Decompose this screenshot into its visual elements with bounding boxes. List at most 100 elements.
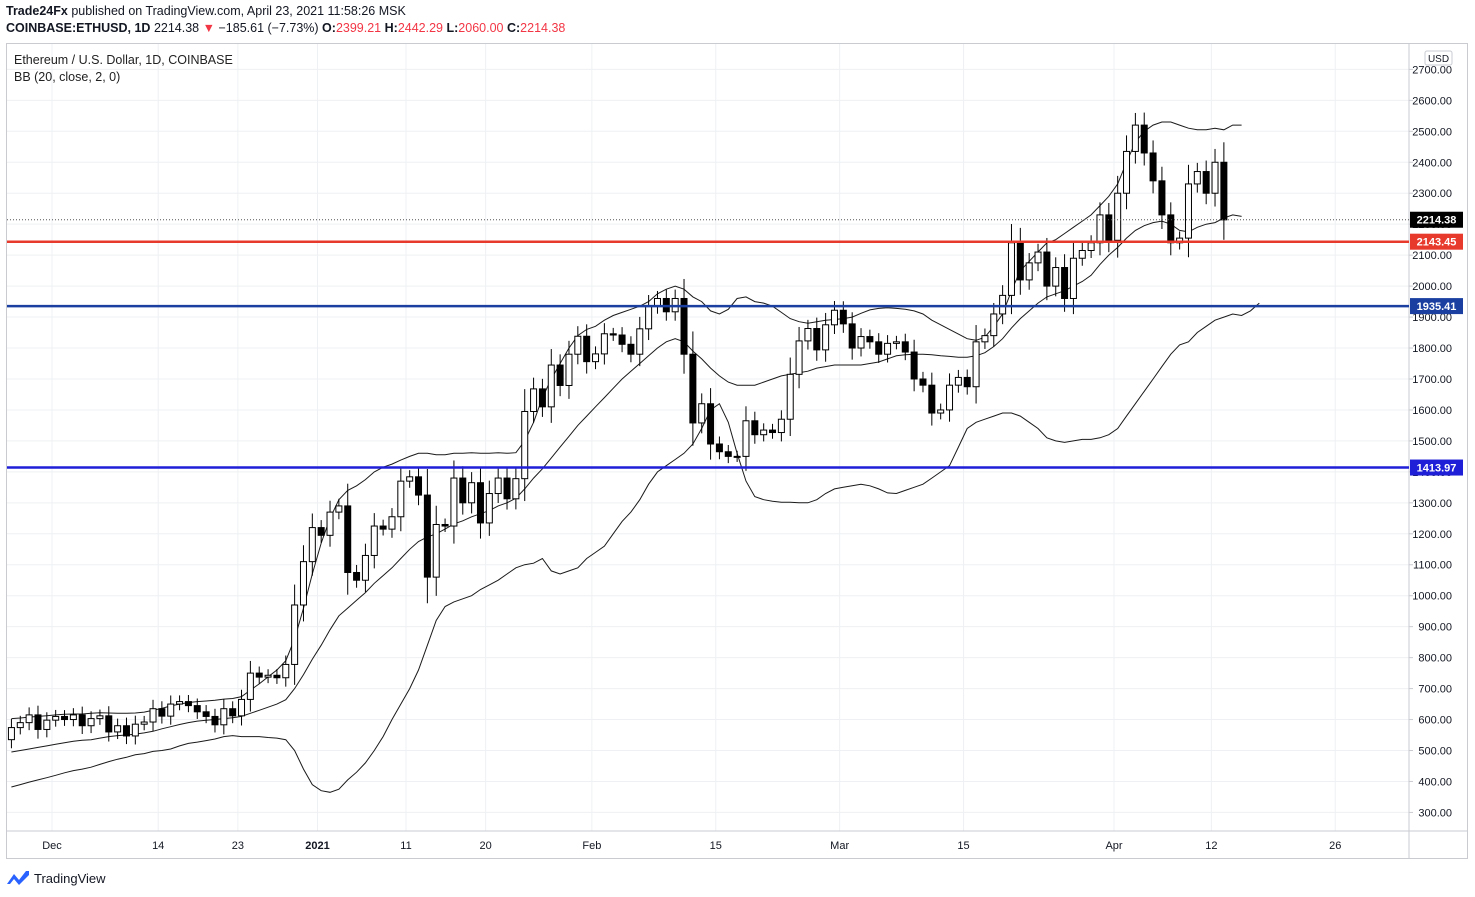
candle-body — [972, 341, 980, 388]
candle-body — [96, 715, 104, 720]
candle-body — [547, 364, 555, 408]
candle-body — [530, 388, 538, 412]
price-change: −185.61 (−7.73%) — [218, 21, 319, 35]
currency-badge[interactable] — [1424, 50, 1453, 66]
ohlc-bar: COINBASE:ETHUSD, 1D 2214.38 ▼ −185.61 (−… — [6, 21, 565, 35]
candle-body — [176, 701, 184, 705]
candle-body — [397, 480, 405, 518]
candle-body — [122, 725, 130, 737]
y-tick-label: 1000.00 — [1412, 591, 1452, 603]
support-line-blue-label: 1935.41 — [1417, 301, 1457, 313]
candle-body — [1078, 249, 1086, 259]
candle-body — [1211, 161, 1219, 194]
candle-body — [954, 376, 962, 386]
low-label: L: — [446, 21, 459, 35]
candle-body — [769, 429, 777, 434]
candle-body — [795, 340, 803, 375]
candle-body — [777, 418, 785, 434]
candle-body — [521, 410, 529, 480]
candle-body — [255, 672, 263, 678]
candle-body — [273, 674, 281, 679]
y-tick-label: 800.00 — [1418, 653, 1452, 665]
y-tick-label: 2000.00 — [1412, 281, 1452, 293]
candle-body — [282, 663, 290, 679]
candle-body — [1193, 171, 1201, 185]
candle-body — [149, 708, 157, 723]
candle-body — [193, 705, 201, 713]
candle-body — [1140, 124, 1148, 154]
candle-body — [645, 305, 653, 330]
candle-body — [238, 698, 246, 717]
currency-label: USD — [1428, 54, 1449, 65]
last-price: 2214.38 — [153, 21, 200, 35]
candle-body — [291, 604, 299, 665]
candle-body — [1043, 251, 1051, 287]
support-line-blue-low-label: 1413.97 — [1417, 463, 1457, 475]
candle-body — [1096, 214, 1104, 244]
x-tick-label: 15 — [957, 840, 969, 852]
y-tick-label: 500.00 — [1418, 746, 1452, 758]
open-value: 2399.21 — [335, 21, 382, 35]
candle-body — [140, 721, 148, 725]
candle-body — [583, 335, 591, 363]
high-value: 2442.29 — [397, 21, 443, 35]
footer-brand[interactable]: TradingView — [6, 869, 106, 887]
candle-body — [450, 477, 458, 527]
y-tick-label: 1800.00 — [1412, 343, 1452, 355]
candle-body — [724, 451, 732, 457]
candle-body — [892, 341, 900, 344]
candle-body — [1158, 180, 1166, 216]
close-label: C: — [506, 21, 521, 35]
candle-body — [556, 364, 564, 386]
close-value: 2214.38 — [520, 21, 566, 35]
tradingview-logo-icon — [7, 871, 29, 885]
candle-body — [592, 353, 600, 363]
candle-body — [698, 403, 706, 424]
candle-body — [609, 333, 617, 336]
candle-body — [999, 294, 1007, 315]
bb-line-basis — [11, 214, 1242, 753]
candle-body — [246, 672, 254, 700]
candle-body — [1220, 161, 1228, 221]
candle-body — [538, 388, 546, 408]
candle-body — [220, 708, 228, 726]
candle-body — [839, 309, 847, 325]
y-tick-label: 2400.00 — [1412, 157, 1452, 169]
candle-body — [503, 477, 511, 500]
candle-body — [1114, 192, 1122, 241]
candle-body — [114, 725, 122, 733]
candle-body — [1034, 251, 1042, 264]
candle-body — [52, 715, 60, 721]
y-tick-label: 300.00 — [1418, 807, 1452, 819]
candle-body — [512, 478, 520, 500]
candle-body — [370, 525, 378, 556]
bb-line-upper — [11, 121, 1242, 720]
candle-body — [1167, 214, 1175, 244]
candle-body — [353, 571, 361, 581]
open-label: O: — [322, 21, 336, 35]
candle-body — [1105, 214, 1113, 241]
candle-body — [1149, 152, 1157, 182]
x-tick-label: 23 — [232, 840, 244, 852]
candle-body — [919, 378, 927, 386]
support-line-blue-low-badge — [1410, 459, 1463, 476]
symbol-label: COINBASE:ETHUSD, 1D — [6, 21, 151, 35]
candle-body — [379, 525, 387, 530]
candle-body — [565, 353, 573, 386]
candle-body — [78, 714, 86, 727]
y-tick-label: 900.00 — [1418, 622, 1452, 634]
candle-body — [61, 715, 69, 721]
brand-label: TradingView — [34, 870, 106, 886]
candle-body — [184, 701, 192, 707]
candle-body — [335, 505, 343, 513]
candle-body — [733, 455, 741, 458]
legend-indicator: BB (20, close, 2, 0) — [14, 70, 121, 84]
candle-body — [636, 328, 644, 355]
y-tick-label: 1900.00 — [1412, 312, 1452, 324]
chart-legend: Ethereum / U.S. Dollar, 1D, COINBASE BB … — [14, 52, 233, 86]
y-tick-label: 2700.00 — [1412, 64, 1452, 76]
candle-body — [361, 554, 369, 581]
candle-body — [459, 477, 467, 504]
candle-body — [981, 335, 989, 343]
